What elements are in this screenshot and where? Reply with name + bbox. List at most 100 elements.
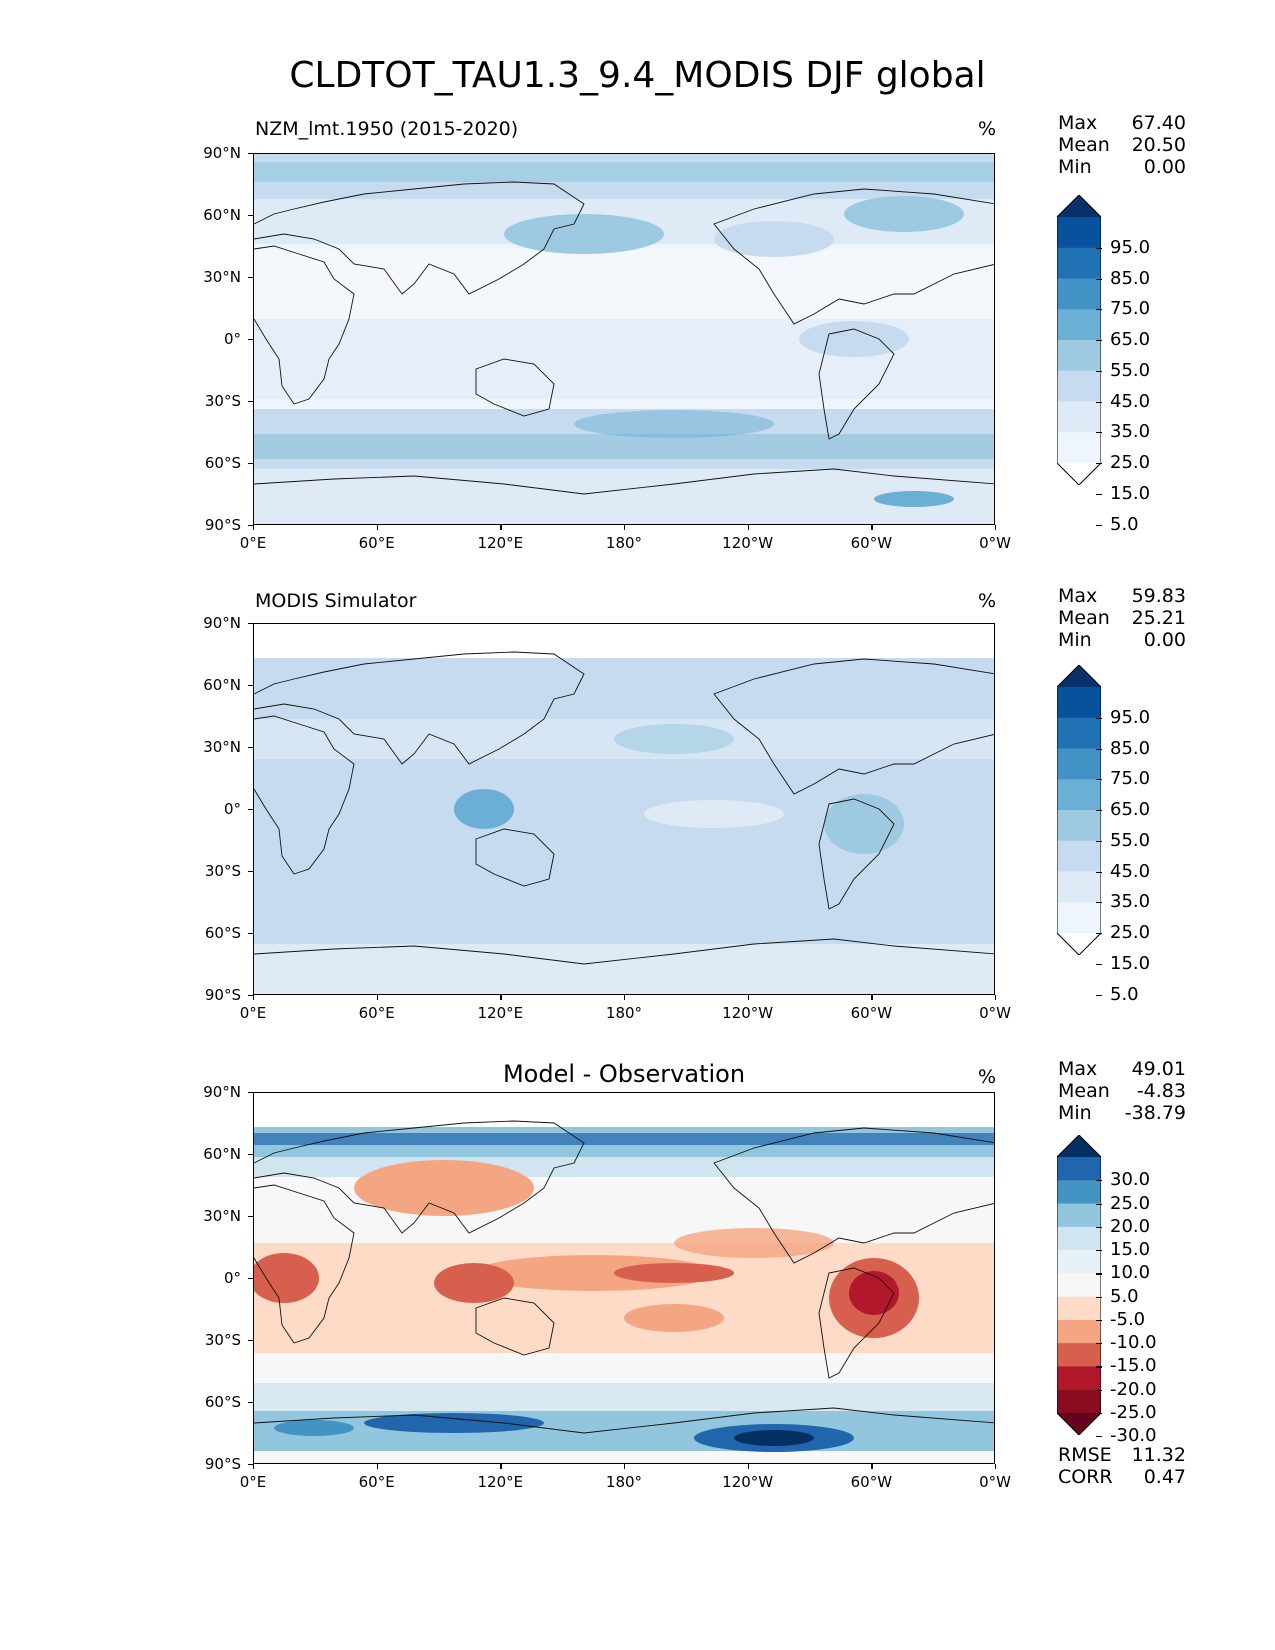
colorbar-segment [1057,1226,1101,1251]
y-tick-mark [248,623,253,625]
map-field [254,624,994,994]
stat-label: Max [1058,585,1098,607]
x-tick-mark [253,1464,255,1469]
colorbar-segment [1057,871,1101,903]
metric-value: 11.32 [1131,1444,1186,1466]
y-tick-mark [248,747,253,749]
colorbar-tick [1096,524,1102,526]
y-tick-mark [248,1154,253,1156]
metrics-box: RMSE 11.32 CORR 0.47 [1058,1444,1186,1488]
colorbar-extend-min [1057,1413,1101,1435]
colorbar-segment [1057,340,1101,372]
colorbar-segment [1057,840,1101,872]
x-tick-mark [747,1464,749,1469]
x-tick-label: 60°E [358,1004,395,1022]
colorbar-label: 25.0 [1110,1192,1151,1214]
colorbar-segment [1057,810,1101,842]
colorbar-segment [1057,432,1101,464]
x-tick-label: 60°W [850,1004,893,1022]
colorbar-tick [1096,309,1102,311]
colorbar-label: 35.0 [1110,891,1151,913]
map-difference [253,1092,995,1464]
y-tick-label: 0° [223,1269,241,1287]
colorbar-tick [1096,779,1102,781]
colorbar-label: -20.0 [1110,1378,1157,1400]
x-tick-label: 180° [605,1004,643,1022]
x-tick-mark [624,525,626,530]
colorbar-segment [1057,217,1101,249]
colorbar-tick [1096,278,1102,280]
x-tick-label: 0°W [979,1004,1011,1022]
colorbar-extend-min [1057,463,1101,485]
y-tick-label: 30°S [204,862,241,880]
colorbar-segment [1057,1319,1101,1344]
coastline [254,715,355,875]
y-tick-mark [248,215,253,217]
colorbar-tick [1096,1436,1102,1438]
x-tick-mark [871,525,873,530]
colorbar-label: 20.0 [1110,1215,1151,1237]
y-tick-label: 90°N [203,144,241,162]
colorbar-label: 45.0 [1110,390,1151,412]
coastline [713,658,994,795]
colorbar-label: 25.0 [1110,452,1151,473]
colorbar-segment [1057,1180,1101,1205]
colorbar-tick [1096,463,1102,465]
map-field [254,154,994,524]
y-tick-label: 60°N [203,206,241,224]
colorbar-label: 35.0 [1110,421,1151,443]
colorbar-tick [1096,994,1102,996]
colorbar-label: -30.0 [1110,1425,1157,1447]
colorbar-segment [1057,1157,1101,1181]
stat-label: Mean [1058,607,1110,629]
x-tick-mark [376,995,378,1000]
y-tick-label: 30°N [203,268,241,286]
colorbar-tick [1096,493,1102,495]
colorbar-tick [1096,1413,1102,1415]
y-tick-label: 60°S [204,1393,241,1411]
colorbar-tick [1096,748,1102,750]
colorbar-tick [1096,432,1102,434]
colorbar-segment [1057,687,1101,719]
colorbar-extend-max [1057,665,1101,687]
stat-label: Mean [1058,134,1110,156]
y-tick-mark [248,1340,253,1342]
coastline [254,651,585,765]
x-tick-label: 180° [605,1473,643,1491]
stat-value: 67.40 [1131,112,1186,134]
colorbar-label: 10.0 [1110,1262,1151,1284]
unit-label: % [978,118,997,140]
y-tick-mark [248,1092,253,1094]
x-tick-label: 60°E [358,1473,395,1491]
y-tick-mark [248,339,253,341]
stat-value: 0.00 [1143,629,1186,651]
x-tick-label: 0°W [979,1473,1011,1491]
colorbar-label: 55.0 [1110,829,1151,851]
coastline [475,358,555,417]
x-tick-mark [500,525,502,530]
x-tick-mark [376,1464,378,1469]
panel-title: Model - Observation [502,1060,746,1088]
x-tick-mark [376,525,378,530]
coastline [254,1184,355,1344]
colorbar-label: 95.0 [1110,236,1151,258]
colorbar-label: 15.0 [1110,952,1151,974]
colorbar-tick [1096,247,1102,249]
x-tick-label: 180° [605,534,643,552]
colorbar-segment [1057,370,1101,402]
colorbar [1057,1135,1101,1435]
metric-label: RMSE [1058,1444,1112,1466]
colorbar-label: 75.0 [1110,298,1151,320]
y-tick-mark [248,871,253,873]
colorbar-label: 5.0 [1110,513,1139,535]
colorbar [1057,195,1101,485]
colorbar-tick [1096,871,1102,873]
colorbar-segment [1057,247,1101,279]
coastline [254,938,994,965]
colorbar-segment [1057,1343,1101,1367]
x-tick-mark [624,995,626,1000]
colorbar-tick [1096,1180,1102,1182]
colorbar-tick [1096,840,1102,842]
x-tick-mark [253,525,255,530]
x-tick-mark [747,525,749,530]
